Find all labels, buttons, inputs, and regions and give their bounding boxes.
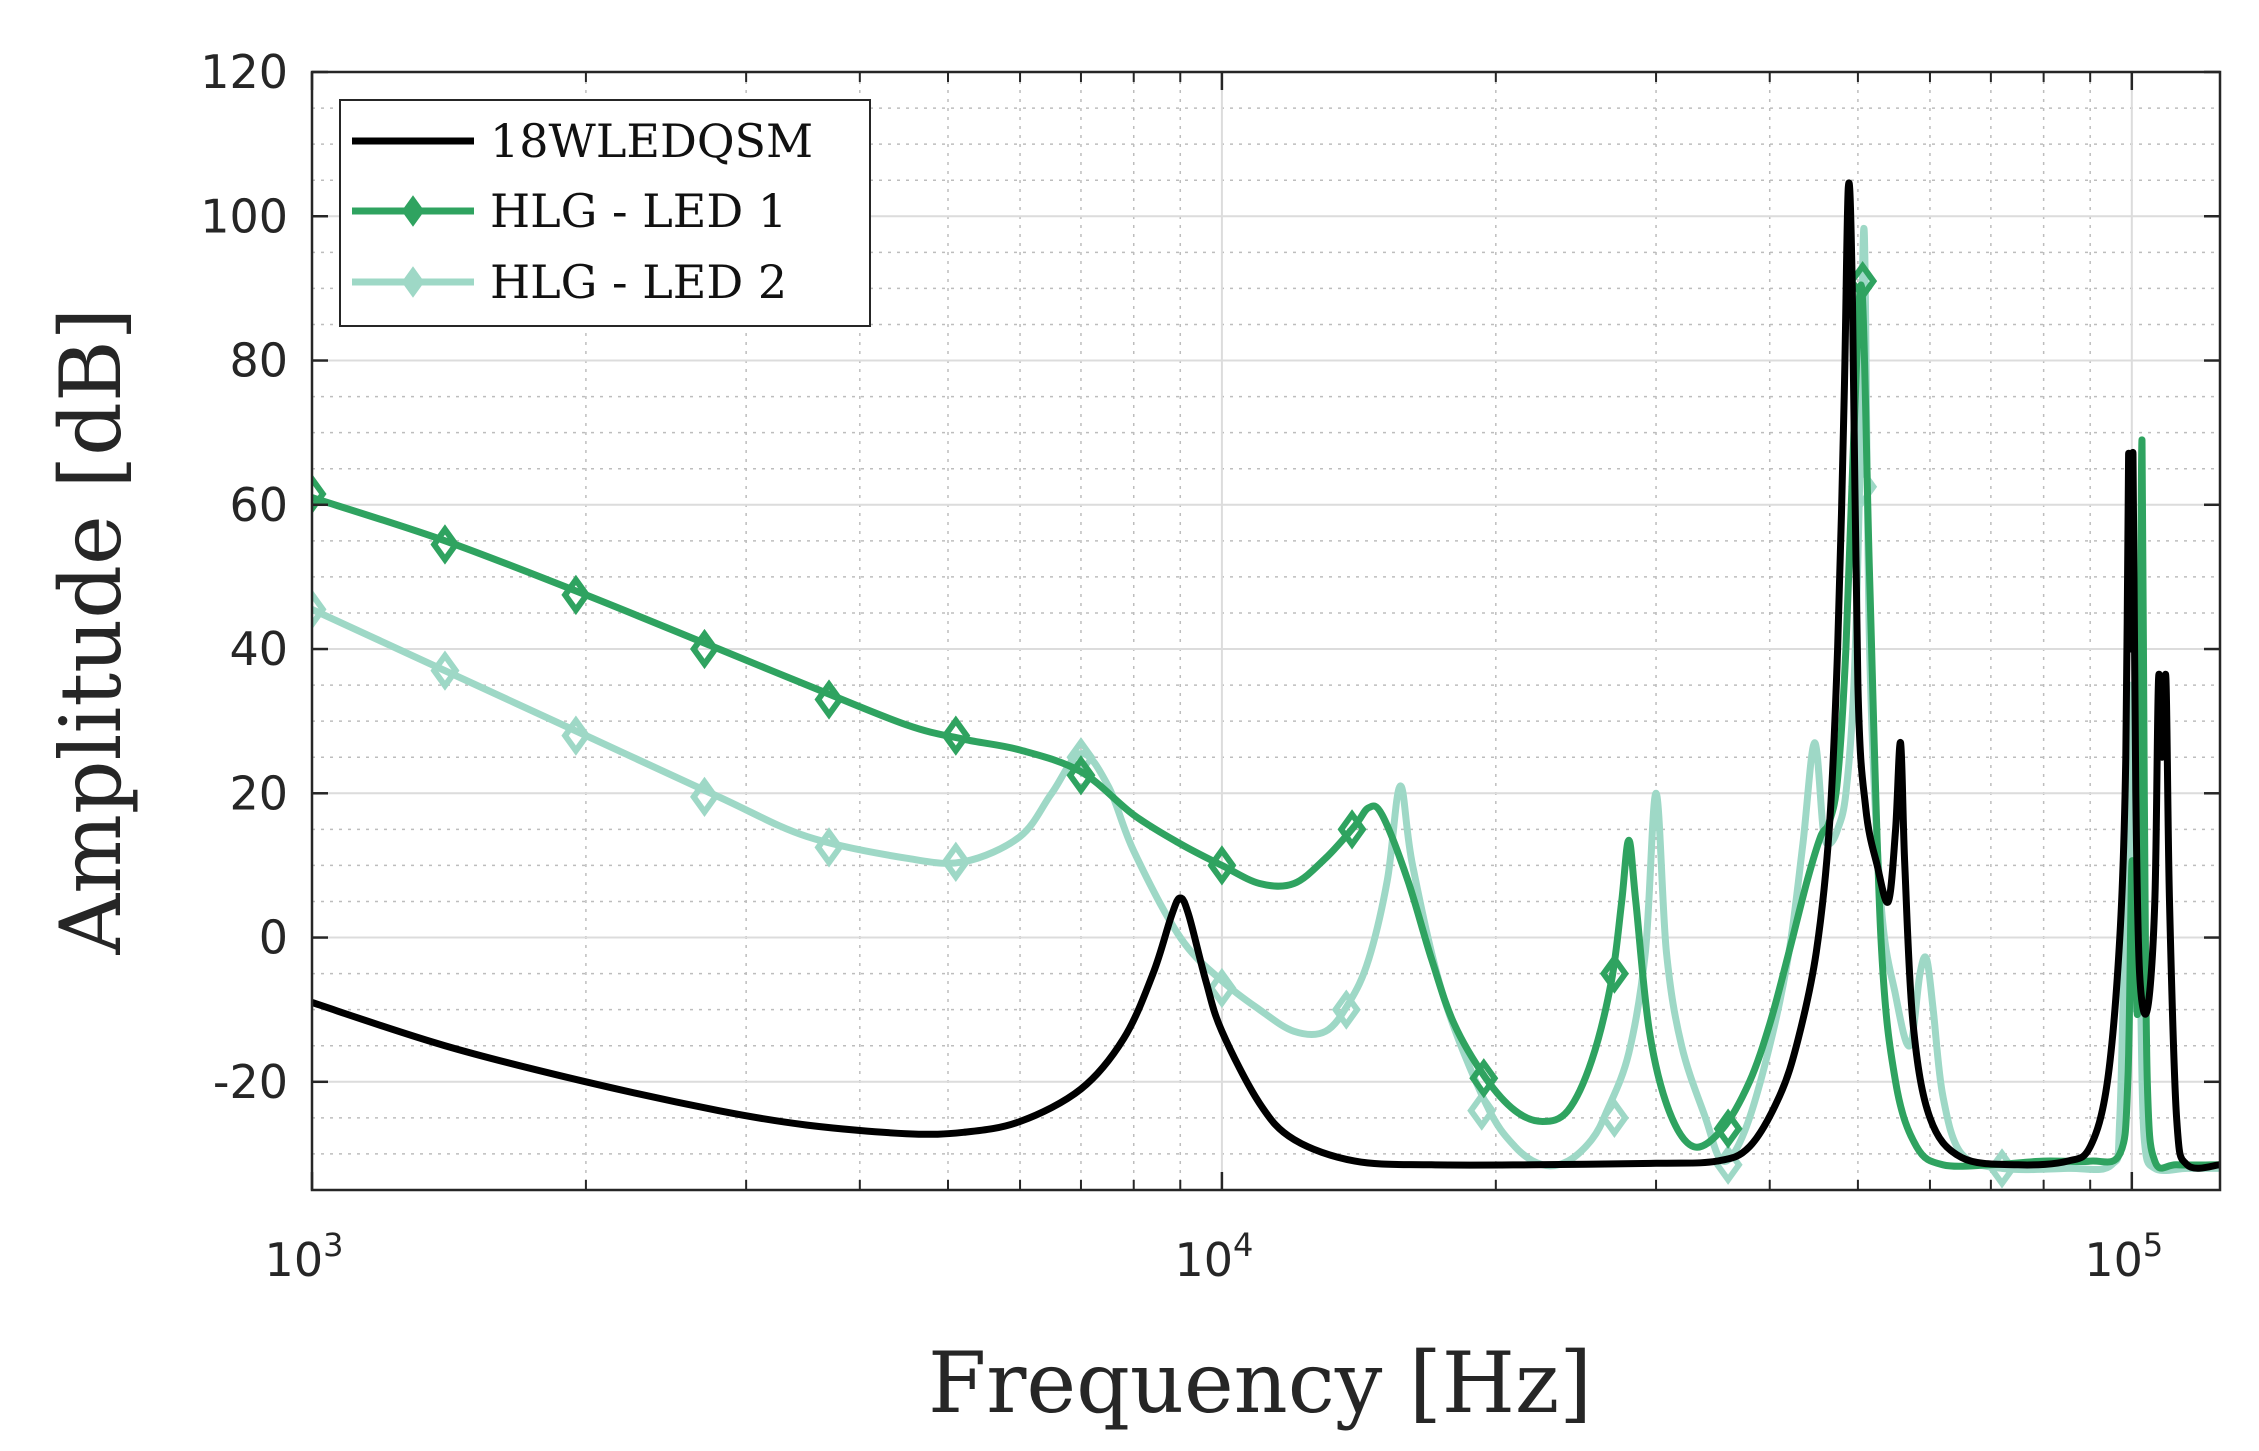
legend-marker-hlg-led-1 xyxy=(401,195,425,227)
y-tick-label: 20 xyxy=(229,766,288,820)
legend: 18WLEDQSM HLG - LED 1 HLG - LED 2 xyxy=(339,99,871,327)
x-axis-title: Frequency [Hz] xyxy=(928,1334,1592,1432)
series-marker-hlg-led-1 xyxy=(1469,1058,1499,1099)
series-marker-hlg-led-2 xyxy=(312,589,327,630)
series-marker-hlg-led-1 xyxy=(430,524,460,565)
series-marker-hlg-led-1 xyxy=(561,574,591,616)
series-marker-hlg-led-2 xyxy=(690,776,719,818)
series-marker-hlg-led-2 xyxy=(430,650,460,691)
series-marker-hlg-led-1 xyxy=(1713,1108,1743,1149)
legend-label-18wledqsm: 18WLEDQSM xyxy=(490,114,813,168)
series-line-hlg-led-1 xyxy=(312,281,2220,1172)
series-marker-hlg-led-1 xyxy=(1337,809,1367,850)
y-tick-label: 120 xyxy=(200,45,288,99)
series-marker-hlg-led-1 xyxy=(690,628,719,670)
y-tick-label: 60 xyxy=(229,478,288,532)
y-tick-label: -20 xyxy=(213,1055,288,1109)
series-marker-hlg-led-1 xyxy=(1066,755,1096,796)
x-tick-labels: 103 104 105 xyxy=(265,1226,2164,1287)
series-marker-hlg-led-1 xyxy=(1599,953,1629,994)
y-axis-title: Amplitude [dB] xyxy=(42,308,140,956)
series-marker-hlg-led-2 xyxy=(1207,967,1237,1009)
x-tick-label: 105 xyxy=(2084,1226,2163,1287)
y-tick-label: 100 xyxy=(200,189,288,243)
y-tick-label: 0 xyxy=(259,911,288,965)
y-tick-label: 80 xyxy=(229,334,288,388)
legend-marker-hlg-led-2 xyxy=(401,266,425,298)
y-tick-label: 40 xyxy=(229,622,288,676)
x-tick-label: 103 xyxy=(265,1226,344,1287)
series-marker-hlg-led-2 xyxy=(941,841,971,882)
series-marker-hlg-led-1 xyxy=(1207,845,1237,886)
series-marker-hlg-led-2 xyxy=(814,827,844,868)
legend-label-hlg-led-1: HLG - LED 1 xyxy=(490,184,787,238)
series-marker-hlg-led-1 xyxy=(941,715,971,756)
x-tick-exponent: 5 xyxy=(2143,1226,2163,1264)
series-line-18wledqsm xyxy=(312,179,2220,1172)
series-marker-hlg-led-1 xyxy=(814,679,844,720)
x-tick-exponent: 3 xyxy=(323,1226,343,1264)
legend-label-hlg-led-2: HLG - LED 2 xyxy=(490,255,787,309)
tick-marks xyxy=(310,70,2220,1190)
plot-frame xyxy=(310,70,2222,1192)
series-layer xyxy=(312,179,2220,1189)
series-marker-hlg-led-2 xyxy=(561,715,591,756)
series-marker-hlg-led-1 xyxy=(312,473,327,515)
series-marker-hlg-led-2 xyxy=(1599,1097,1629,1139)
x-tick-exponent: 4 xyxy=(1233,1226,1253,1264)
series-marker-hlg-led-2 xyxy=(1467,1090,1497,1131)
x-tick-label: 104 xyxy=(1174,1226,1253,1287)
series-marker-hlg-led-2 xyxy=(1331,989,1361,1030)
y-tick-labels: -20 0 20 40 60 80 100 120 xyxy=(200,45,288,1109)
